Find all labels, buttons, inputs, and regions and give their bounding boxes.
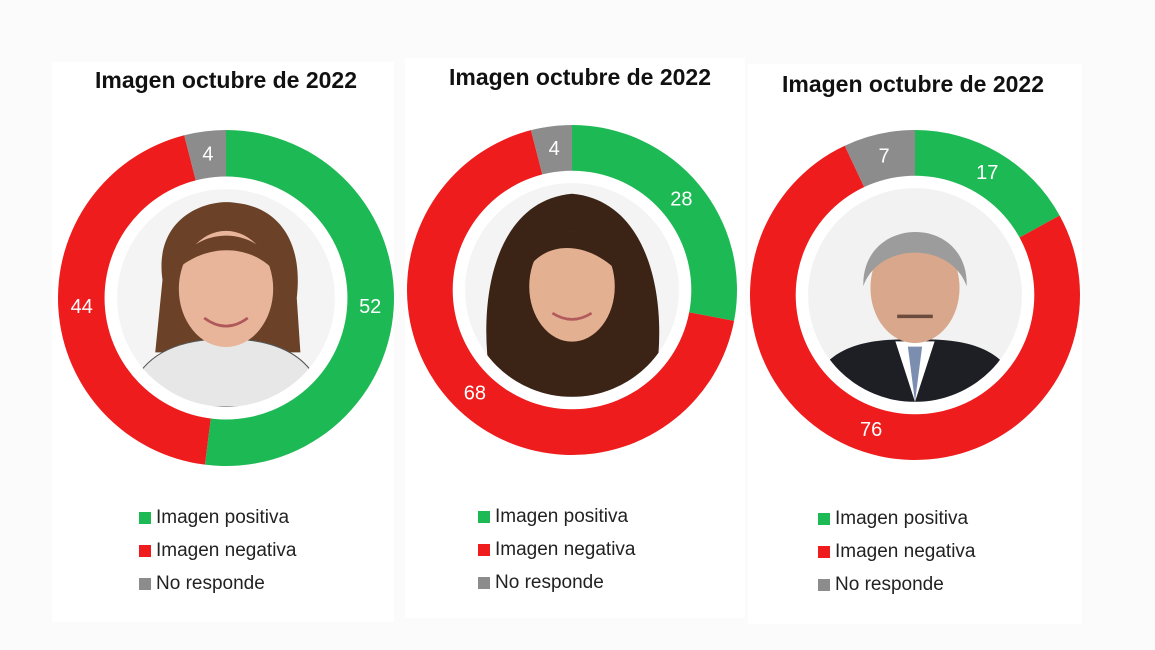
legend-item-positive: Imagen positiva (818, 502, 976, 535)
donut-label-positive: 52 (359, 296, 381, 318)
legend-label-negative: Imagen negativa (495, 538, 636, 560)
face-shape (178, 230, 274, 347)
grey-hair (863, 231, 967, 287)
legend-1: Imagen positiva Imagen negativa No respo… (139, 501, 297, 600)
legend-swatch-positive (139, 511, 151, 524)
chart-title-1: Imagen octubre de 2022 (94, 67, 358, 93)
legend-swatch-negative (818, 545, 830, 558)
face-shape (870, 232, 960, 344)
legend-item-no-response: No responde (139, 567, 297, 600)
legend-label-positive: Imagen positiva (495, 505, 629, 527)
donut-chart-3: 17 76 7 (750, 130, 1080, 460)
donut-slice-negative (57, 135, 211, 465)
blue-tie (907, 346, 923, 402)
donut-slice-no-response (844, 130, 915, 188)
donut-slice-positive (915, 130, 1060, 238)
chart-title-2: Imagen octubre de 2022 (448, 64, 712, 90)
legend-label-no-response: No responde (156, 572, 265, 594)
face-shape (529, 231, 615, 342)
legend-label-no-response: No responde (835, 573, 944, 595)
legend-swatch-negative (478, 543, 490, 556)
legend-swatch-negative (139, 544, 151, 557)
legend-label-no-response: No responde (495, 571, 604, 593)
portrait-photo (808, 188, 1022, 402)
legend-swatch-no-response (818, 578, 830, 591)
donut-label-negative: 76 (860, 419, 882, 441)
donut-slice-no-response (184, 130, 226, 181)
legend-item-negative: Imagen negativa (139, 534, 297, 567)
legend-label-positive: Imagen positiva (156, 506, 290, 528)
donut-slice-no-response (530, 125, 572, 175)
donut-chart-2: 28 68 4 (406, 125, 737, 455)
donut-label-negative: 44 (71, 296, 93, 318)
legend-item-no-response: No responde (478, 566, 636, 599)
fringe-shape (525, 230, 621, 274)
legend-item-positive: Imagen positiva (139, 501, 297, 534)
donut-label-negative: 68 (464, 382, 486, 404)
legend-item-positive: Imagen positiva (478, 500, 636, 533)
donut-label-positive: 28 (670, 189, 692, 211)
legend-item-no-response: No responde (818, 568, 976, 601)
legend-swatch-no-response (478, 576, 490, 589)
donut-slice-positive (204, 130, 394, 466)
legend-label-negative: Imagen negativa (156, 539, 297, 561)
legend-label-positive: Imagen positiva (835, 507, 969, 529)
portrait-photo (465, 183, 679, 397)
legend-swatch-no-response (139, 577, 151, 590)
legend-3: Imagen positiva Imagen negativa No respo… (818, 502, 976, 601)
portrait-photo (117, 189, 335, 407)
legend-2: Imagen positiva Imagen negativa No respo… (478, 500, 636, 599)
smile-line (203, 316, 249, 328)
donut-label-positive: 17 (976, 162, 998, 184)
donut-label-no-response: 4 (202, 144, 213, 166)
legend-item-negative: Imagen negativa (818, 535, 976, 568)
legend-swatch-positive (478, 510, 490, 523)
fringe-shape (175, 235, 279, 276)
legend-swatch-positive (818, 512, 830, 525)
donut-label-no-response: 4 (549, 138, 560, 160)
smile-line (551, 312, 593, 321)
donut-slice-negative (750, 145, 1080, 460)
donut-slice-positive (572, 125, 737, 321)
chart-title-3: Imagen octubre de 2022 (781, 71, 1045, 97)
legend-label-negative: Imagen negativa (835, 540, 976, 562)
donut-label-no-response: 7 (878, 146, 889, 168)
legend-item-negative: Imagen negativa (478, 533, 636, 566)
